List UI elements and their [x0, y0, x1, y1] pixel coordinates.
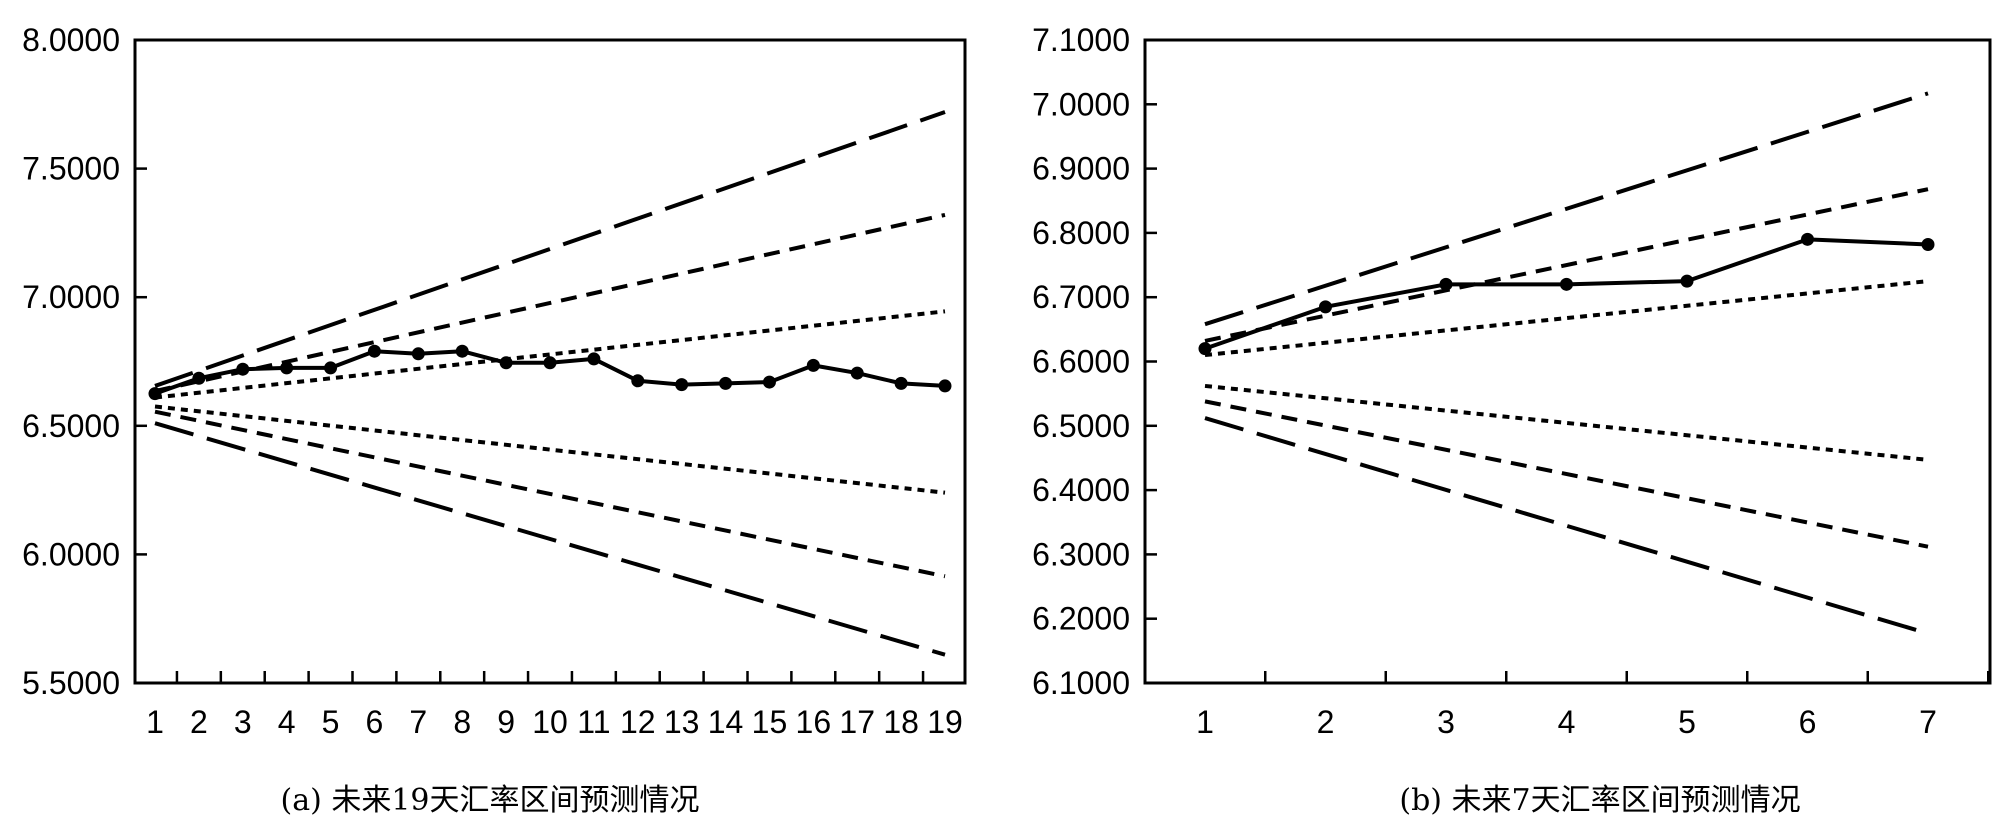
series-bound-dotted	[1204, 383, 1929, 462]
series-actual-point	[631, 374, 645, 388]
x-tick-label: 12	[620, 704, 656, 740]
y-tick-label: 6.9000	[1032, 151, 1130, 187]
x-tick-label: 11	[577, 704, 610, 740]
series-actual-point	[324, 361, 338, 375]
x-tick-label: 17	[839, 704, 875, 740]
series-actual-point	[762, 375, 776, 389]
series-bound-dotted	[154, 404, 946, 495]
x-tick-label: 7	[409, 704, 427, 740]
y-tick-label: 8.0000	[22, 22, 120, 58]
series-actual-point	[1319, 300, 1332, 314]
series-actual-point	[806, 358, 820, 372]
series-actual-point	[1198, 342, 1212, 356]
x-tick-label: 2	[1317, 704, 1335, 740]
x-tick-label: 14	[708, 704, 744, 740]
chart-b: 6.1000 6.2000 6.3000 6.4000 6.5000 6.6000 6.70…	[1032, 22, 1992, 818]
y-tick-label: 6.5000	[22, 408, 120, 444]
series-bound-short-dash	[154, 212, 946, 394]
y-tick-label: 6.0000	[22, 536, 120, 572]
x-tick-label: 6	[366, 704, 384, 740]
y-tick-label: 5.5000	[22, 665, 120, 701]
x-tick-label: 13	[664, 704, 700, 740]
series-bound-long-dash	[154, 110, 946, 388]
series-actual-point	[543, 356, 557, 370]
x-tick-label: 8	[453, 704, 471, 740]
series-actual-point	[411, 347, 425, 361]
series-actual-point	[280, 361, 294, 375]
y-tick-label: 6.7000	[1032, 279, 1130, 315]
x-tick-label: 4	[278, 704, 296, 740]
x-tick-label: 3	[234, 704, 252, 740]
y-tick-label: 6.1000	[1032, 665, 1130, 701]
chart-caption: (a) 未来19天汇率区间预测情况	[280, 783, 699, 818]
series-bound-dotted	[154, 309, 946, 400]
series-bound-dotted	[1204, 279, 1929, 358]
y-tick-label: 6.2000	[1032, 601, 1130, 637]
series-actual-point	[1921, 237, 1935, 251]
x-tick-label: 4	[1558, 704, 1576, 740]
series-actual-point	[587, 352, 601, 366]
series-actual-point	[1801, 232, 1814, 246]
y-tick-label: 6.8000	[1032, 215, 1130, 251]
x-tick-label: 15	[752, 704, 788, 740]
y-tick-label: 6.3000	[1032, 536, 1130, 572]
x-tick-label: 9	[497, 704, 515, 740]
series-actual-point	[938, 379, 952, 393]
x-tick-label: 1	[1196, 704, 1214, 740]
series-actual-point	[367, 344, 381, 358]
series-actual-point	[675, 378, 689, 392]
series-actual-point	[1560, 277, 1573, 291]
series-bound-long-dash	[1204, 91, 1929, 327]
x-tick-label: 18	[883, 704, 919, 740]
y-tick-label: 6.4000	[1032, 472, 1130, 508]
y-tick-label: 6.6000	[1032, 344, 1130, 380]
y-tick-label: 7.0000	[22, 279, 120, 315]
x-tick-label: 3	[1437, 704, 1455, 740]
y-tick-label: 7.0000	[1032, 86, 1130, 122]
plot-frame	[133, 38, 967, 685]
x-tick-label: 5	[322, 704, 340, 740]
chart-caption: (b) 未来7天汇率区间预测情况	[1399, 783, 1800, 818]
x-tick-label: 19	[927, 704, 963, 740]
series-bound-short-dash	[1204, 187, 1929, 343]
y-tick-label: 6.5000	[1032, 408, 1130, 444]
y-tick-label: 7.5000	[22, 151, 120, 187]
x-tick-label: 16	[796, 704, 832, 740]
x-tick-label: 7	[1919, 704, 1937, 740]
series-actual-point	[719, 376, 733, 390]
series-bound-short-dash	[1204, 399, 1929, 549]
series-actual-point	[455, 344, 469, 358]
x-tick-label: 10	[532, 704, 568, 740]
x-tick-label: 2	[190, 704, 208, 740]
series-bound-long-dash	[154, 421, 946, 657]
x-tick-label: 6	[1799, 704, 1817, 740]
plot-frame	[1143, 38, 1992, 685]
x-tick-label: 5	[1678, 704, 1696, 740]
series-actual-point	[894, 376, 908, 390]
series-bound-short-dash	[154, 409, 946, 579]
series-actual-point	[850, 366, 864, 380]
x-tick-label: 1	[146, 704, 164, 740]
series-bound-long-dash	[1204, 416, 1929, 636]
series-actual-point	[1439, 277, 1453, 291]
series-actual-point	[1680, 274, 1694, 288]
y-tick-label: 7.1000	[1032, 22, 1130, 58]
